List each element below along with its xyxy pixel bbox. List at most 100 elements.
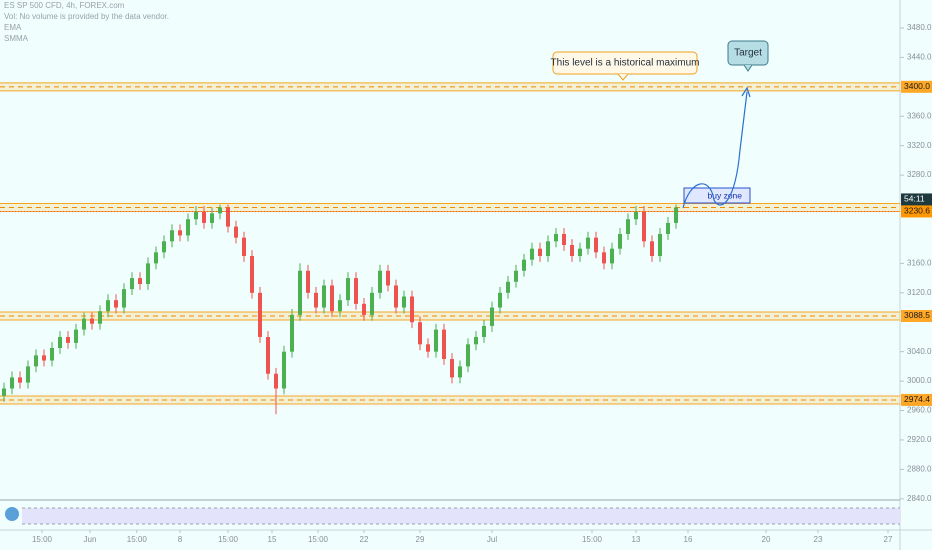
candle-body <box>58 336 62 348</box>
candle-body <box>50 347 54 361</box>
level-label: 3400.0 <box>904 81 930 91</box>
candle-body <box>282 351 286 389</box>
candle-body <box>42 355 46 361</box>
candle-body <box>138 278 142 284</box>
x-tick-label: 15 <box>268 535 277 544</box>
candle-body <box>522 259 526 271</box>
candle-body <box>506 281 510 293</box>
candle-body <box>162 241 166 253</box>
candle-body <box>370 292 374 315</box>
last-price-tag <box>901 205 932 218</box>
candle-body <box>602 252 606 264</box>
candle-body <box>674 207 678 223</box>
candle-body <box>10 377 14 389</box>
candle-body <box>202 211 206 223</box>
y-tick-label: 3440.0 <box>907 52 932 61</box>
candle-body <box>426 344 430 352</box>
y-tick-label: 2840.0 <box>907 494 932 503</box>
candle-body <box>562 233 566 245</box>
candle-body <box>106 300 110 312</box>
candle-body <box>594 237 598 253</box>
candle-body <box>298 270 302 315</box>
level-label: 3088.5 <box>904 310 930 320</box>
x-tick-label: 20 <box>762 535 771 544</box>
candle-body <box>546 241 550 257</box>
annotation: Target <box>734 48 762 59</box>
candle-body <box>570 244 574 257</box>
y-tick-label: 3120.0 <box>907 288 932 297</box>
candle-body <box>338 300 342 312</box>
candle-body <box>186 219 190 236</box>
y-tick-label: 3160.0 <box>907 258 932 267</box>
candle-body <box>466 344 470 367</box>
countdown: 54:11 <box>904 194 925 204</box>
x-tick-label: 23 <box>814 535 823 544</box>
candle-body <box>650 241 654 257</box>
candle-body <box>626 219 630 234</box>
x-tick-label: 15:00 <box>218 535 239 544</box>
candle-body <box>114 300 118 308</box>
candle-body <box>266 336 270 374</box>
candle-body <box>130 278 134 290</box>
candle-body <box>90 318 94 324</box>
candle-body <box>490 307 494 326</box>
buy-zone <box>683 187 751 204</box>
y-tick-label: 2960.0 <box>907 406 932 415</box>
candle-body <box>618 233 622 249</box>
candle-body <box>634 211 638 220</box>
projection-arrow <box>682 91 748 209</box>
candle-body <box>554 233 558 242</box>
chart-title: ES SP 500 CFD, 4h, FOREX.com <box>4 1 125 10</box>
legend-line: EMA <box>4 23 22 32</box>
level-tag <box>901 309 932 322</box>
y-tick-label: 2920.0 <box>907 435 932 444</box>
candle-body <box>250 256 254 293</box>
candle-body <box>658 233 662 257</box>
candle-body <box>346 278 350 301</box>
candle-body <box>410 296 414 323</box>
candle-body <box>74 329 78 343</box>
x-tick-label: 16 <box>684 535 693 544</box>
candle-body <box>362 303 366 315</box>
candle-body <box>194 211 198 220</box>
x-tick-label: 27 <box>884 535 893 544</box>
candle-body <box>290 314 294 352</box>
level-tag <box>901 80 932 93</box>
candle-body <box>226 207 230 227</box>
annotation: buy zone <box>708 190 743 200</box>
candle-body <box>386 270 390 286</box>
candle-body <box>458 366 462 378</box>
x-tick-label: 8 <box>178 535 183 544</box>
candle-body <box>26 366 30 383</box>
candle-body <box>498 292 502 308</box>
candle-body <box>322 285 326 308</box>
candle-body <box>34 355 38 367</box>
x-tick-label: 15:00 <box>32 535 53 544</box>
candle-body <box>610 248 614 264</box>
candle-body <box>666 222 670 234</box>
candle-body <box>306 270 310 293</box>
candle-body <box>482 325 486 337</box>
candle-body <box>98 311 102 324</box>
countdown-tag <box>901 193 932 206</box>
rsi-band <box>22 508 900 524</box>
candle-body <box>274 373 278 389</box>
candle-body <box>578 248 582 257</box>
candle-body <box>378 270 382 293</box>
annotation: This level is a historical maximum <box>551 58 700 69</box>
candle-body <box>122 289 126 308</box>
candle-body <box>82 318 86 330</box>
candle-body <box>474 336 478 345</box>
candle-body <box>354 278 358 304</box>
x-tick-label: 13 <box>632 535 641 544</box>
candle-body <box>258 292 262 337</box>
target-pointer <box>743 64 753 72</box>
candle-body <box>330 285 334 312</box>
x-tick-label: 22 <box>360 535 369 544</box>
y-tick-label: 3320.0 <box>907 141 932 150</box>
legend-line: SMMA <box>4 34 29 43</box>
candle-body <box>418 322 422 345</box>
candle-body <box>146 263 150 284</box>
